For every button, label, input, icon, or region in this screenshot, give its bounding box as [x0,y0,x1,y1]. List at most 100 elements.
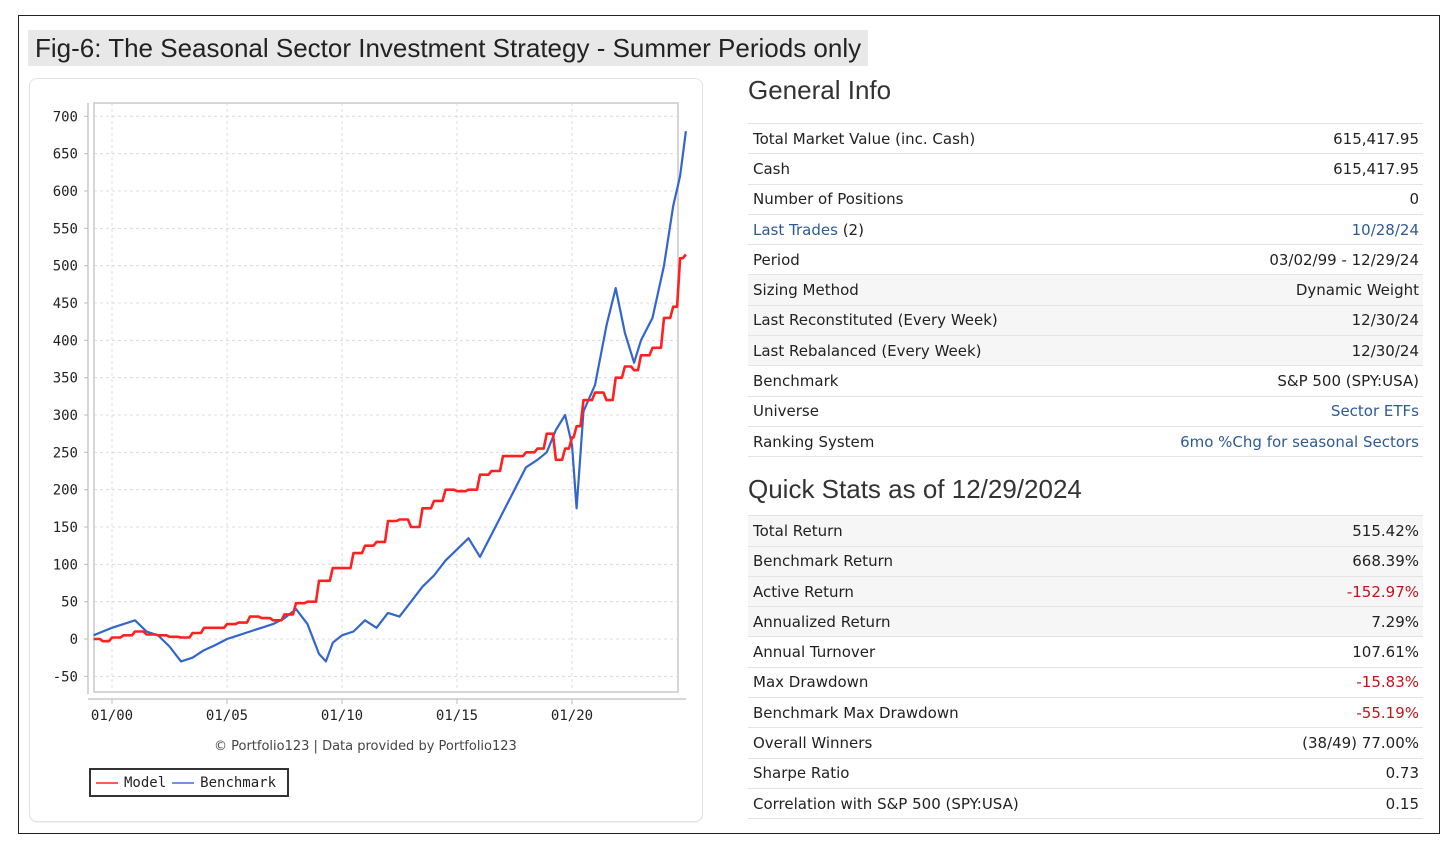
label: Universe [753,402,819,421]
row-total-market-value: Total Market Value (inc. Cash) 615,417.9… [748,123,1423,154]
row-overall-winners: Overall Winners (38/49) 77.00% [748,727,1423,758]
label: Benchmark Max Drawdown [753,703,959,722]
benchmark-line-swatch-icon [172,781,195,784]
info-panel: General Info Total Market Value (inc. Ca… [748,70,1423,819]
last-trades-date-link[interactable]: 10/28/24 [1351,220,1419,239]
value: 0 [1409,190,1419,209]
label-cell: Last Trades (2) [748,214,1089,244]
y-tick-label: 0 [70,632,78,648]
y-tick-label: 150 [53,520,78,536]
value: 107.61% [1352,643,1419,662]
value-cell: 10/28/24 [1089,214,1423,244]
x-tick-label: 01/20 [551,708,593,724]
y-axis-ticks: 7006506005505004504003503002502001501005… [53,109,88,685]
row-total-return: Total Return 515.42% [748,515,1423,547]
value: 668.39% [1352,552,1419,571]
x-tick-label: 01/00 [91,708,133,724]
x-axis-ticks: 01/00 01/05 01/10 01/15 01/20 [91,699,593,724]
legend-label-model: Model [124,774,167,791]
chart-grid [94,103,678,692]
ranking-system-link[interactable]: 6mo %Chg for seasonal Sectors [1180,432,1419,451]
value: 12/30/24 [1351,341,1419,360]
row-active-return: Active Return -152.97% [748,576,1423,607]
y-tick-label: 300 [53,408,78,424]
value: 03/02/99 - 12/29/24 [1269,250,1419,269]
legend-label-benchmark: Benchmark [200,774,277,791]
chart-card [29,78,703,822]
model-line [93,253,687,643]
general-info-table: Total Market Value (inc. Cash) 615,417.9… [748,123,1423,457]
label: Annual Turnover [753,643,876,662]
label: Active Return [753,582,854,601]
row-cash: Cash 615,417.95 [748,153,1423,184]
chart-series [93,131,687,663]
row-period: Period 03/02/99 - 12/29/24 [748,244,1423,275]
y-tick-label: 600 [53,184,78,200]
label: Sharpe Ratio [753,764,850,783]
row-max-drawdown: Max Drawdown -15.83% [748,667,1423,697]
row-universe: Universe Sector ETFs [748,396,1423,426]
value: 515.42% [1352,521,1419,540]
value: -15.83% [1356,673,1419,692]
label: Last Reconstituted (Every Week) [753,311,998,330]
value: 615,417.95 [1333,159,1419,178]
row-ranking-system: Ranking System 6mo %Chg for seasonal Sec… [748,426,1423,457]
y-tick-label: 200 [53,483,78,499]
row-benchmark-max-drawdown: Benchmark Max Drawdown -55.19% [748,697,1423,728]
y-tick-label: 650 [53,147,78,163]
row-benchmark-return: Benchmark Return 668.39% [748,546,1423,577]
label: Max Drawdown [753,673,869,692]
universe-link[interactable]: Sector ETFs [1330,402,1419,421]
label: Sizing Method [753,281,859,300]
row-number-of-positions: Number of Positions 0 [748,184,1423,214]
label: Last Rebalanced (Every Week) [753,341,982,360]
label: Total Market Value (inc. Cash) [753,129,976,148]
value: (38/49) 77.00% [1302,733,1419,752]
label: Period [753,250,800,269]
benchmark-line [93,131,687,663]
y-tick-label: 400 [53,333,78,349]
y-tick-label: 700 [53,109,78,125]
row-correlation: Correlation with S&P 500 (SPY:USA) 0.15 [748,788,1423,819]
row-annualized-return: Annualized Return 7.29% [748,606,1423,637]
quick-stats-title: Quick Stats as of 12/29/2024 [748,474,1082,505]
quick-stats-table: Total Return 515.42% Benchmark Return 66… [748,515,1423,819]
row-last-reconstituted: Last Reconstituted (Every Week) 12/30/24 [748,305,1423,336]
y-tick-label: 450 [53,296,78,312]
x-tick-label: 01/10 [321,708,363,724]
last-trades-link[interactable]: Last Trades [753,220,838,239]
value-cell: Sector ETFs [1089,396,1423,426]
value: 615,417.95 [1333,129,1419,148]
label: Cash [753,159,790,178]
label: Overall Winners [753,733,873,752]
performance-chart: 7006506005505004504003503002502001501005… [53,102,687,724]
y-tick-label: 50 [61,595,78,611]
y-tick-label: 550 [53,221,78,237]
value: 7.29% [1371,612,1419,631]
row-last-rebalanced: Last Rebalanced (Every Week) 12/30/24 [748,335,1423,366]
value: Dynamic Weight [1295,281,1419,300]
legend-item-model: Model [96,775,166,791]
y-tick-label: 350 [53,371,78,387]
value: 12/30/24 [1351,311,1419,330]
value: -152.97% [1346,582,1419,601]
plot-area [93,102,679,693]
row-annual-turnover: Annual Turnover 107.61% [748,636,1423,667]
label: Number of Positions [753,190,904,209]
y-tick-label: -50 [53,669,78,685]
y-tick-label: 500 [53,259,78,275]
x-tick-label: 01/05 [206,708,248,724]
last-trades-count: (2) [842,220,864,239]
y-tick-label: 100 [53,557,78,573]
chart-credit: © Portfolio123 | Data provided by Portfo… [214,739,517,754]
row-sizing-method: Sizing Method Dynamic Weight [748,274,1423,306]
y-tick-label: 250 [53,445,78,461]
row-last-trades: Last Trades (2) 10/28/24 [748,214,1423,244]
chart-legend: Model Benchmark [89,768,290,797]
value: S&P 500 (SPY:USA) [1277,372,1419,391]
general-info-title: General Info [748,75,892,105]
x-tick-label: 01/15 [436,708,478,724]
figure-title: Fig-6: The Seasonal Sector Investment St… [28,30,869,66]
label: Benchmark [753,372,839,391]
value: 0.15 [1385,794,1419,813]
